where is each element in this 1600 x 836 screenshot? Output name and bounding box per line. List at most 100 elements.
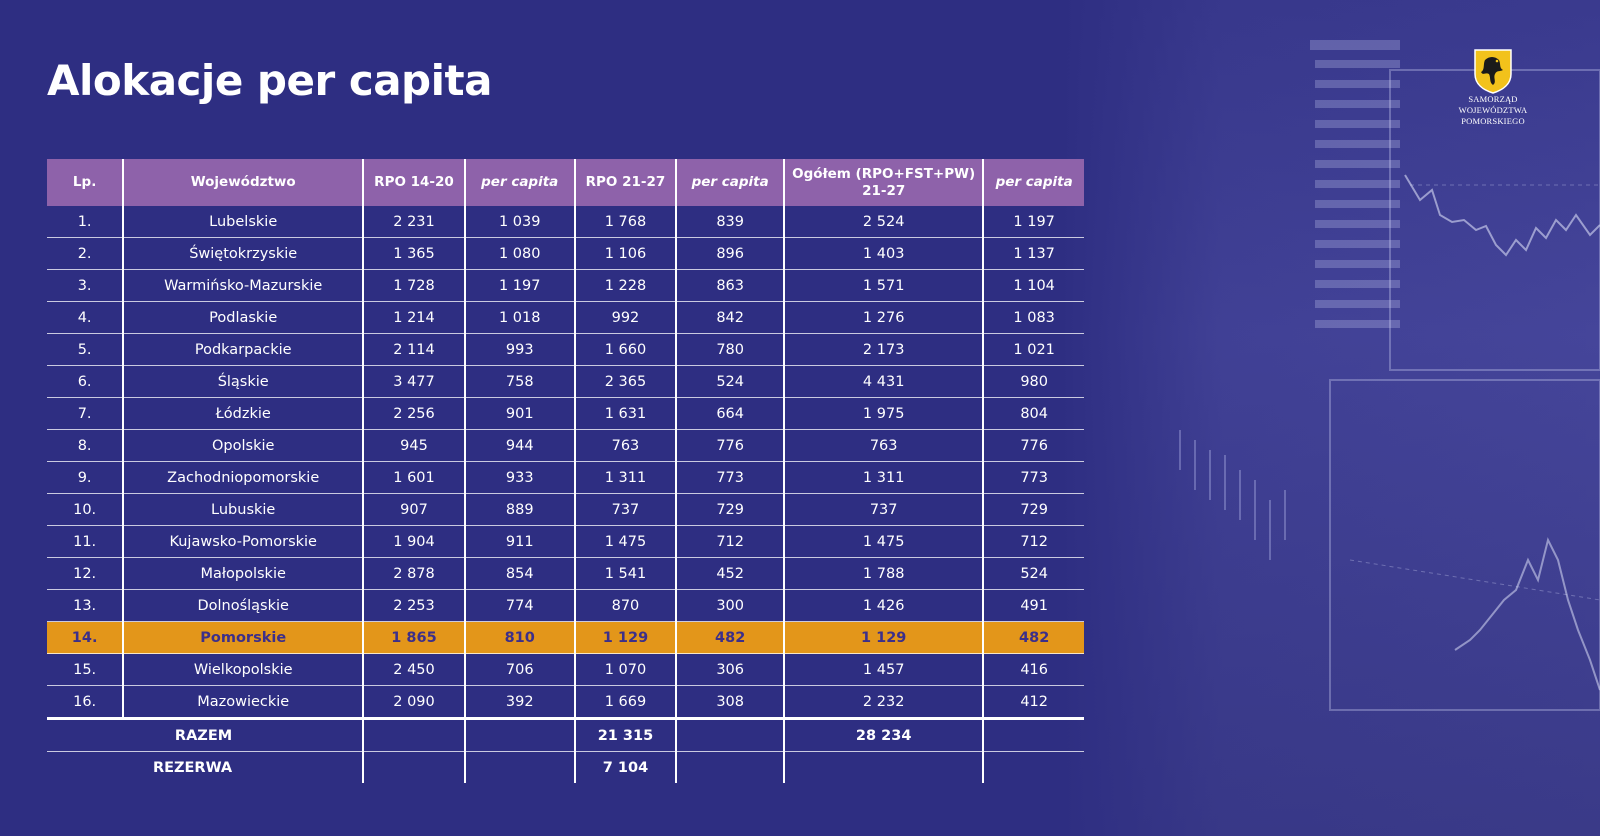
summary-value <box>783 751 984 783</box>
table-cell: 763 <box>783 429 984 462</box>
table-cell: 773 <box>982 461 1084 494</box>
table-cell: 2 256 <box>362 397 465 430</box>
table-cell: 737 <box>783 493 984 526</box>
table-cell: 1 228 <box>573 269 677 302</box>
table-cell: 6. <box>47 365 124 398</box>
table-row: 8. Opolskie 945 944 763 776 763 776 <box>47 429 1084 462</box>
table-cell: 2 524 <box>783 206 984 238</box>
table-cell: Pomorskie <box>122 621 364 654</box>
table-cell: 1 768 <box>573 206 677 238</box>
summary-label: REZERWA <box>152 759 233 776</box>
table-cell: 1 311 <box>573 461 677 494</box>
table-cell: Dolnośląskie <box>122 589 364 622</box>
table-cell: Podlaskie <box>122 301 364 334</box>
table-cell: 1 197 <box>982 206 1084 238</box>
table-cell: 1 660 <box>573 333 677 366</box>
table-cell: 3. <box>47 269 124 302</box>
table-cell: 306 <box>675 653 785 686</box>
background-trading-screen <box>1060 0 1600 836</box>
table-cell: 1 083 <box>982 301 1084 334</box>
col-header-per-capita-3: per capita <box>982 159 1084 206</box>
table-cell: 524 <box>675 365 785 398</box>
table-cell: Lubelskie <box>122 206 364 238</box>
allocation-table: Lp. Województwo RPO 14-20 per capita RPO… <box>47 159 1084 783</box>
table-row: 4. Podlaskie 1 214 1 018 992 842 1 276 1 083 <box>47 301 1084 334</box>
table-cell: 901 <box>463 397 575 430</box>
table-cell: 482 <box>982 621 1084 654</box>
table-cell: 1. <box>47 206 124 238</box>
table-cell: 12. <box>47 557 124 590</box>
table-cell: 1 975 <box>783 397 984 430</box>
table-cell: 524 <box>982 557 1084 590</box>
table-cell: 1 106 <box>573 237 677 270</box>
table-cell: Wielkopolskie <box>122 653 364 686</box>
table-cell: 1 669 <box>573 685 677 720</box>
table-cell: 776 <box>675 429 785 462</box>
table-cell: 664 <box>675 397 785 430</box>
table-row: 16. Mazowieckie 2 090 392 1 669 308 2 232 412 <box>47 685 1084 720</box>
table-cell: 980 <box>982 365 1084 398</box>
table-cell: 491 <box>982 589 1084 622</box>
table-cell: 13. <box>47 589 124 622</box>
table-cell: 2 450 <box>362 653 465 686</box>
table-cell: 810 <box>463 621 575 654</box>
table-cell: 712 <box>982 525 1084 558</box>
griffin-crest-icon <box>1474 49 1512 94</box>
table-cell: 993 <box>463 333 575 366</box>
table-cell: 839 <box>675 206 785 238</box>
table-cell: 1 214 <box>362 301 465 334</box>
table-row: 7. Łódzkie 2 256 901 1 631 664 1 975 804 <box>47 397 1084 430</box>
table-row: 11. Kujawsko-Pomorskie 1 904 911 1 475 712 1 4… <box>47 525 1084 558</box>
table-cell: 729 <box>675 493 785 526</box>
col-header-per-capita-1: per capita <box>463 159 575 206</box>
col-header-rpo-21-27: RPO 21-27 <box>573 159 677 206</box>
table-cell: Kujawsko-Pomorskie <box>122 525 364 558</box>
table-cell: 392 <box>463 685 575 720</box>
table-cell: 412 <box>982 685 1084 720</box>
table-cell: 907 <box>362 493 465 526</box>
table-cell: 2 253 <box>362 589 465 622</box>
table-cell: 1 728 <box>362 269 465 302</box>
table-cell: 308 <box>675 685 785 720</box>
table-cell: 933 <box>463 461 575 494</box>
table-cell: 11. <box>47 525 124 558</box>
table-cell: 1 039 <box>463 206 575 238</box>
col-header-ogolem: Ogółem (RPO+FST+PW) 21-27 <box>783 159 984 206</box>
table-cell: Śląskie <box>122 365 364 398</box>
table-cell: 780 <box>675 333 785 366</box>
table-cell: 5. <box>47 333 124 366</box>
table-cell: Mazowieckie <box>122 685 364 720</box>
table-cell: 1 080 <box>463 237 575 270</box>
table-cell: 1 070 <box>573 653 677 686</box>
table-cell: Lubuskie <box>122 493 364 526</box>
summary-empty-cell <box>675 751 785 783</box>
table-cell: 452 <box>675 557 785 590</box>
col-header-per-capita-2: per capita <box>675 159 785 206</box>
table-row: 5. Podkarpackie 2 114 993 1 660 780 2 173 1 021 <box>47 333 1084 366</box>
table-cell: 1 311 <box>783 461 984 494</box>
table-row: 6. Śląskie 3 477 758 2 365 524 4 431 980 <box>47 365 1084 398</box>
table-cell: 1 365 <box>362 237 465 270</box>
table-cell: 1 865 <box>362 621 465 654</box>
table-cell: Opolskie <box>122 429 364 462</box>
summary-empty-cell <box>982 751 1084 783</box>
table-row: 15. Wielkopolskie 2 450 706 1 070 306 1 457 416 <box>47 653 1084 686</box>
table-cell: 854 <box>463 557 575 590</box>
summary-empty-cell <box>362 718 465 752</box>
table-cell: 14. <box>47 621 124 654</box>
table-cell: 1 601 <box>362 461 465 494</box>
table-cell: 1 475 <box>783 525 984 558</box>
table-cell: 8. <box>47 429 124 462</box>
table-cell: 945 <box>362 429 465 462</box>
table-row: 9. Zachodniopomorskie 1 601 933 1 311 773 1 31… <box>47 461 1084 494</box>
summary-value: 21 315 <box>573 718 677 752</box>
table-cell: 863 <box>675 269 785 302</box>
table-row: 2. Świętokrzyskie 1 365 1 080 1 106 896 1 403 1… <box>47 237 1084 270</box>
table-row: 14. Pomorskie 1 865 810 1 129 482 1 129 482 <box>47 621 1084 654</box>
table-cell: 16. <box>47 685 124 720</box>
table-cell: 1 129 <box>783 621 984 654</box>
table-cell: 1 137 <box>982 237 1084 270</box>
table-cell: 4 431 <box>783 365 984 398</box>
summary-empty-cell <box>362 751 465 783</box>
table-cell: 2 173 <box>783 333 984 366</box>
